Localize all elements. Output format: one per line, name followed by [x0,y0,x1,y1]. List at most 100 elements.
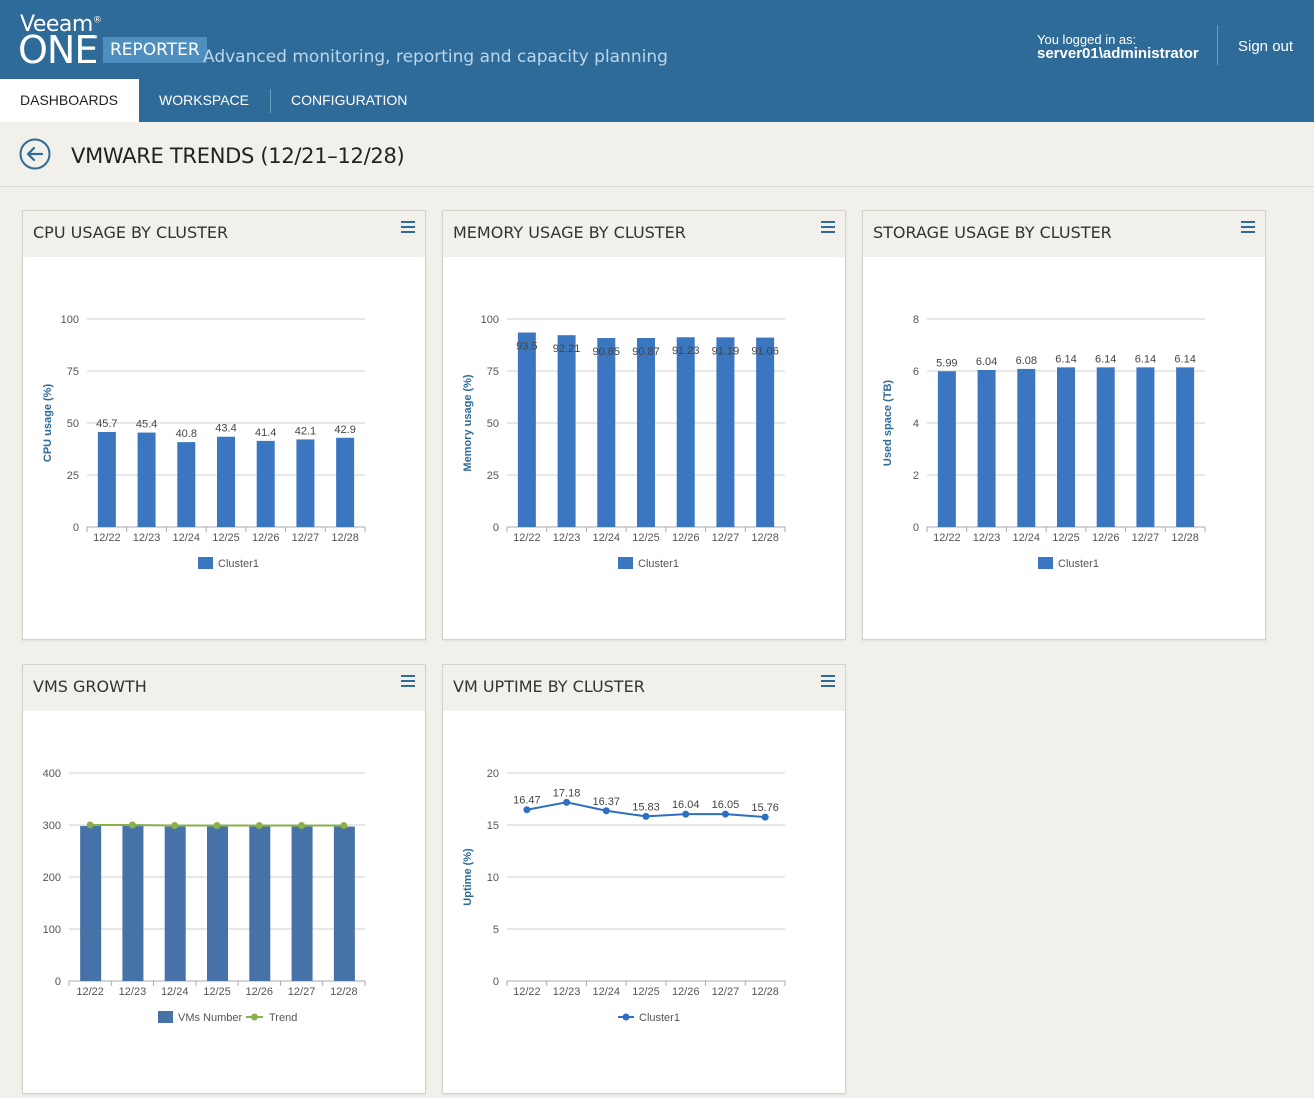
x-tick-label: 12/28 [1171,532,1199,544]
data-label: 16.05 [712,799,740,811]
x-tick-label: 12/25 [632,986,660,998]
panel-header: CPU USAGE BY CLUSTER [23,211,425,257]
x-tick-label: 12/23 [119,986,147,998]
legend-swatch [198,557,213,569]
y-tick-label: 0 [55,976,61,988]
trend-point [298,822,306,830]
app-header: Veeam® ONE ™ REPORTER Advanced monitorin… [0,0,1314,122]
legend-swatch [622,1013,630,1021]
y-tick-label: 0 [913,522,919,534]
x-tick-label: 12/22 [93,532,121,544]
bar [217,436,235,527]
x-tick-label: 12/28 [330,986,358,998]
tab-configuration[interactable]: CONFIGURATION [291,92,408,108]
data-label: 42.1 [295,425,316,437]
legend-label: Cluster1 [218,558,259,570]
bar [164,826,186,981]
legend-label: VMs Number [178,1012,243,1024]
data-label: 15.76 [751,802,779,814]
brand-logo-main: ONE [18,28,98,72]
panel-memory-usage: MEMORY USAGE BY CLUSTER 0 25 50 75 100 12/22 1… [442,210,846,640]
brand-logo-top: Veeam® [20,12,102,37]
brand-tm: ™ [90,34,98,43]
header-divider [1217,25,1218,65]
y-tick-label: 400 [43,768,61,780]
x-tick-label: 12/22 [933,532,961,544]
tab-workspace[interactable]: WORKSPACE [159,92,250,108]
chart-vm-uptime: 0 5 10 15 20 12/22 12/23 12/24 12/25 12/26 12/27 12… [462,768,786,1024]
y-tick-label: 200 [43,872,61,884]
panel-title: MEMORY USAGE BY CLUSTER [453,223,686,242]
sign-out-link[interactable]: Sign out [1238,38,1294,55]
x-tick-label: 12/27 [712,532,740,544]
y-tick-label: 10 [487,872,499,884]
hamburger-menu-icon[interactable] [1241,221,1255,233]
x-tick-label: 12/23 [553,986,581,998]
chart-memory-usage: 0 25 50 75 100 12/22 12/23 12/24 12/25 12/26 12/27… [462,314,786,570]
y-tick-label: 300 [43,820,61,832]
login-username: server01\administrator [1037,45,1199,62]
data-label: 92.21 [553,343,581,355]
x-tick-label: 12/25 [212,532,240,544]
panel-storage-usage: STORAGE USAGE BY CLUSTER 0 2 4 6 8 12/22 12/23… [862,210,1266,640]
y-tick-label: 100 [43,924,61,936]
hamburger-menu-icon[interactable] [401,675,415,687]
y-tick-label: 50 [487,418,499,430]
line-point [682,810,690,818]
data-label: 15.83 [632,801,660,813]
bar [1176,367,1195,527]
data-label: 91.19 [712,345,740,357]
tab-dashboards[interactable]: DASHBOARDS [0,79,140,122]
y-tick-label: 20 [487,768,499,780]
y-tick-label: 75 [487,366,499,378]
x-tick-label: 12/25 [203,986,231,998]
trend-point [86,821,94,829]
x-tick-label: 12/28 [751,532,779,544]
hamburger-menu-icon[interactable] [401,221,415,233]
data-label: 43.4 [215,423,236,435]
panel-vms-growth: VMS GROWTH 0 100 200 300 400 12/22 12/23 12/24 1… [22,664,426,1094]
x-tick-label: 12/26 [252,532,280,544]
x-tick-label: 12/27 [1132,532,1160,544]
chart-cpu-usage: 0 25 50 75 100 12/22 12/23 12/24 12/25 12/26 12/27… [42,314,366,570]
data-label: 90.85 [593,346,621,358]
bar [557,335,576,527]
main-nav: DASHBOARDS WORKSPACE CONFIGURATION [0,79,428,122]
hamburger-menu-icon[interactable] [821,675,835,687]
data-label: 16.37 [593,796,621,808]
data-label: 41.4 [255,427,276,439]
login-label: You logged in as: [1037,32,1137,47]
y-tick-label: 0 [493,976,499,988]
x-tick-label: 12/24 [173,532,201,544]
nav-divider [270,89,272,113]
y-tick-label: 4 [913,418,919,430]
bar [296,439,315,527]
x-tick-label: 12/24 [161,986,189,998]
line-point [761,813,769,821]
data-label: 91.06 [751,346,779,358]
panel-title: CPU USAGE BY CLUSTER [33,223,229,242]
x-tick-label: 12/25 [1052,532,1080,544]
tagline: Advanced monitoring, reporting and capac… [203,47,668,67]
y-tick-label: 100 [481,314,499,326]
bar [97,431,116,527]
data-label: 6.08 [1016,355,1037,367]
bar [716,337,735,527]
x-tick-label: 12/23 [973,532,1001,544]
bar [291,826,313,981]
bar [256,440,275,527]
data-label: 6.14 [1095,353,1116,365]
panel-title: VM UPTIME BY CLUSTER [453,677,645,696]
bar [249,826,271,981]
panel-cpu-usage: CPU USAGE BY CLUSTER 0 25 50 75 100 12/22 12/2… [22,210,426,640]
hamburger-menu-icon[interactable] [821,221,835,233]
x-tick-label: 12/23 [553,532,581,544]
bar [207,826,228,981]
x-tick-label: 12/26 [246,986,274,998]
data-label: 45.4 [136,419,157,431]
back-arrow-icon[interactable] [19,138,51,170]
bar [177,442,196,527]
bar [756,337,775,527]
x-tick-label: 12/27 [292,532,320,544]
bar [122,826,144,981]
